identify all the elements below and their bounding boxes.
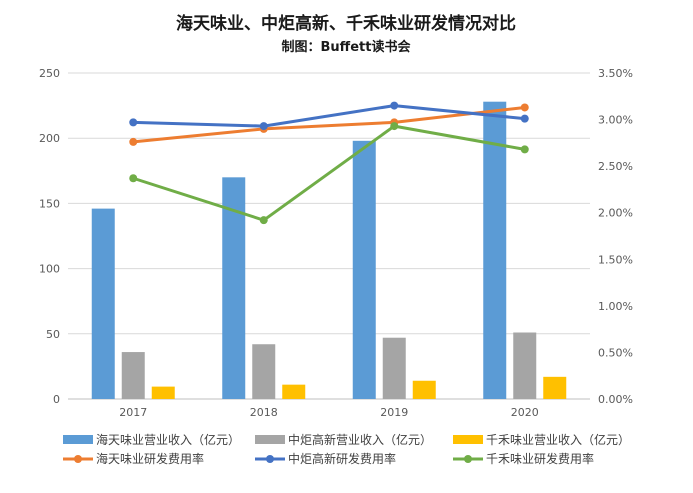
line-point [129,118,138,127]
chart-title: 海天味业、中炬高新、千禾味业研发情况对比 [176,13,516,34]
bar [91,208,115,399]
right-tick-label: 1.00% [598,300,633,313]
bars [91,101,567,400]
bar [121,352,145,399]
right-tick-label: 0.50% [598,346,633,359]
bar [412,380,436,399]
left-tick-label: 250 [39,67,60,80]
right-tick-label: 3.00% [598,114,633,127]
legend-swatch [453,435,483,444]
legend-label: 千禾味业营业收入（亿元） [486,432,630,447]
right-axis-ticks: 0.00% 0.50% 1.00% 1.50% 2.00% 2.50% 3.00% 3.50% [598,67,633,406]
bar [352,140,376,400]
line-point [259,122,268,131]
left-tick-label: 200 [39,132,60,145]
line-point [129,174,138,183]
legend-label: 千禾味业研发费用率 [486,451,594,466]
legend-label: 中炬高新研发费用率 [288,451,396,466]
legend-label: 中炬高新营业收入（亿元） [288,432,432,447]
legend-swatch [255,435,285,444]
left-tick-label: 100 [39,263,60,276]
left-tick-label: 150 [39,197,60,210]
left-axis-ticks: 0 50 100 150 200 250 [39,67,60,406]
series-line [131,104,527,128]
bar [151,386,175,399]
legend-marker [74,455,82,463]
legend-label: 海天味业研发费用率 [96,451,204,466]
right-tick-label: 0.00% [598,393,633,406]
line-point [129,137,138,146]
right-tick-label: 1.50% [598,253,633,266]
chart-subtitle: 制图：Buffett读书会 [282,39,412,55]
right-tick-label: 3.50% [598,67,633,80]
line-point [520,114,529,123]
left-tick-label: 0 [53,393,60,406]
series-line [131,105,527,144]
bar [513,332,537,399]
legend-marker [464,455,472,463]
bar [252,344,276,399]
legend-marker [266,455,274,463]
legend: 海天味业营业收入（亿元） 中炬高新营业收入（亿元） 千禾味业营业收入（亿元） 海天味业… [63,432,630,466]
bar [222,177,246,399]
line-point [390,101,399,110]
left-tick-label: 50 [46,328,60,341]
right-tick-label: 2.00% [598,207,633,220]
x-axis-ticks: 2017 2018 2019 2020 [119,406,539,419]
series-line [131,124,527,222]
legend-label: 海天味业营业收入（亿元） [96,432,240,447]
line-point [520,103,529,112]
line-point [259,216,268,225]
right-tick-label: 2.50% [598,160,633,173]
x-tick-label: 2017 [119,406,147,419]
bar [483,101,507,400]
x-tick-label: 2019 [380,406,408,419]
bar [543,376,567,399]
line-point [390,122,399,131]
x-tick-label: 2020 [511,406,539,419]
series-lines [129,101,529,225]
x-tick-label: 2018 [250,406,278,419]
bar [282,384,306,399]
line-point [520,145,529,154]
legend-swatch [63,435,93,444]
bar [382,337,406,399]
